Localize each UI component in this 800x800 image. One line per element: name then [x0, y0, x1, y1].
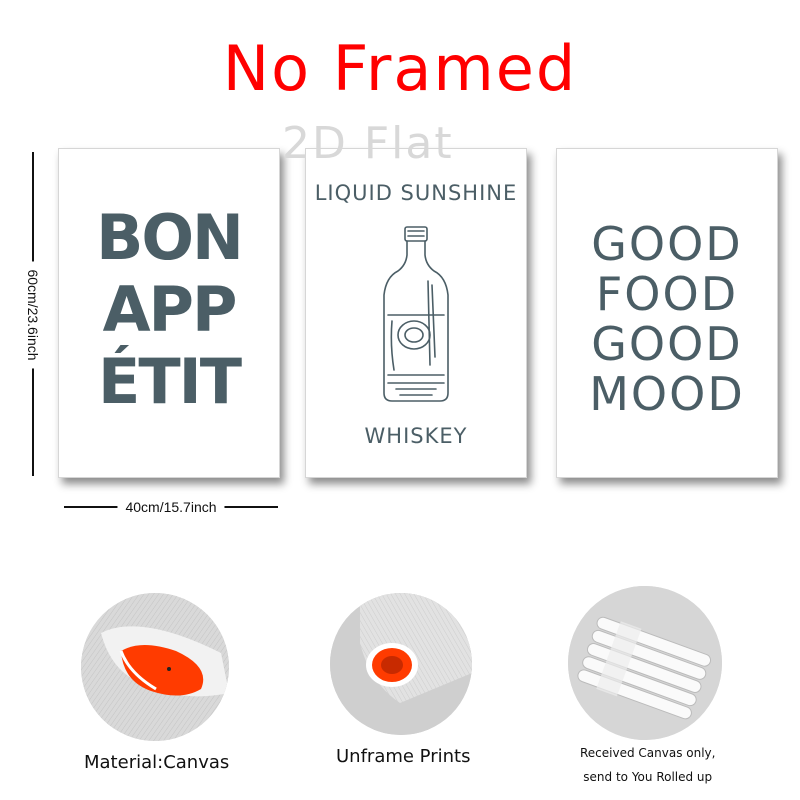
- watermark: 2D Flat: [282, 118, 454, 169]
- canvas-material-photo: [81, 593, 229, 741]
- feature-caption-line: Received Canvas only,: [580, 746, 716, 760]
- poster-line: FOOD: [595, 267, 739, 321]
- feature-caption-line: send to You Rolled up: [583, 770, 713, 784]
- feature-caption: Received Canvas only, send to You Rolled…: [580, 741, 715, 789]
- poster-line: GOOD: [591, 317, 743, 371]
- page-title: No Framed: [222, 32, 578, 105]
- feature-caption: Unframe Prints: [336, 746, 471, 767]
- poster-line: GOOD: [591, 217, 743, 271]
- width-dimension-label: 40cm/15.7inch: [117, 499, 225, 515]
- feature-caption: Material:Canvas: [84, 752, 230, 773]
- poster-liquid-sunshine: LIQUID SUNSHINE WHISKEY: [305, 148, 527, 478]
- rolled-tubes-photo: [568, 586, 722, 740]
- poster-line: MOOD: [589, 367, 745, 421]
- poster-line: BON: [96, 201, 244, 274]
- poster-bon-appetit: BON APP ÉTIT: [58, 148, 280, 478]
- poster-line: APP: [102, 273, 238, 346]
- height-dimension-label: 60cm/23.6inch: [25, 261, 41, 369]
- poster-bottom-text: WHISKEY: [364, 424, 468, 448]
- poster-line: ÉTIT: [97, 345, 242, 418]
- poster-good-food-good-mood: GOOD FOOD GOOD MOOD: [556, 148, 778, 478]
- rolled-print-photo: [330, 593, 472, 735]
- whiskey-bottle-icon: [383, 226, 449, 402]
- poster-top-text: LIQUID SUNSHINE: [314, 181, 518, 205]
